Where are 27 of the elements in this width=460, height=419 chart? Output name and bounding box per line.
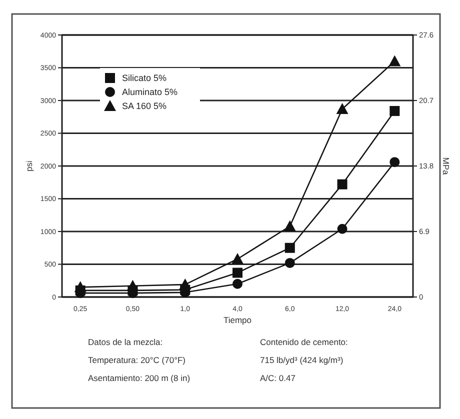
point (388, 55, 401, 66)
text: Datos de la mezcla: (88, 337, 163, 347)
point (336, 103, 348, 114)
point (126, 280, 139, 291)
point (232, 253, 244, 264)
point (337, 179, 348, 190)
x-axis-title: Tiempo (223, 315, 252, 325)
y2-axis-title: MPa (441, 157, 451, 176)
text: Asentamiento: 200 m (8 in) (88, 373, 190, 383)
point (74, 281, 86, 292)
point (390, 157, 400, 168)
point (232, 278, 242, 289)
point (284, 220, 296, 232)
point (284, 242, 295, 253)
legend-label: Aluminato 5% (122, 87, 178, 98)
point (390, 106, 400, 116)
point (232, 268, 242, 278)
point (284, 258, 295, 268)
legend-label: Silicato 5% (122, 73, 167, 84)
text: 715 lb/yd³ (424 kg/m³) (260, 355, 344, 365)
text: Contenido de cemento: (260, 337, 348, 347)
point (337, 224, 348, 234)
text: Temperatura: 20°C (70°F) (88, 355, 186, 365)
point (179, 278, 192, 290)
text: A/C: 0.47 (260, 373, 296, 383)
legend-label: SA 160 5% (122, 101, 167, 112)
y-axis-title: psi (24, 160, 34, 172)
